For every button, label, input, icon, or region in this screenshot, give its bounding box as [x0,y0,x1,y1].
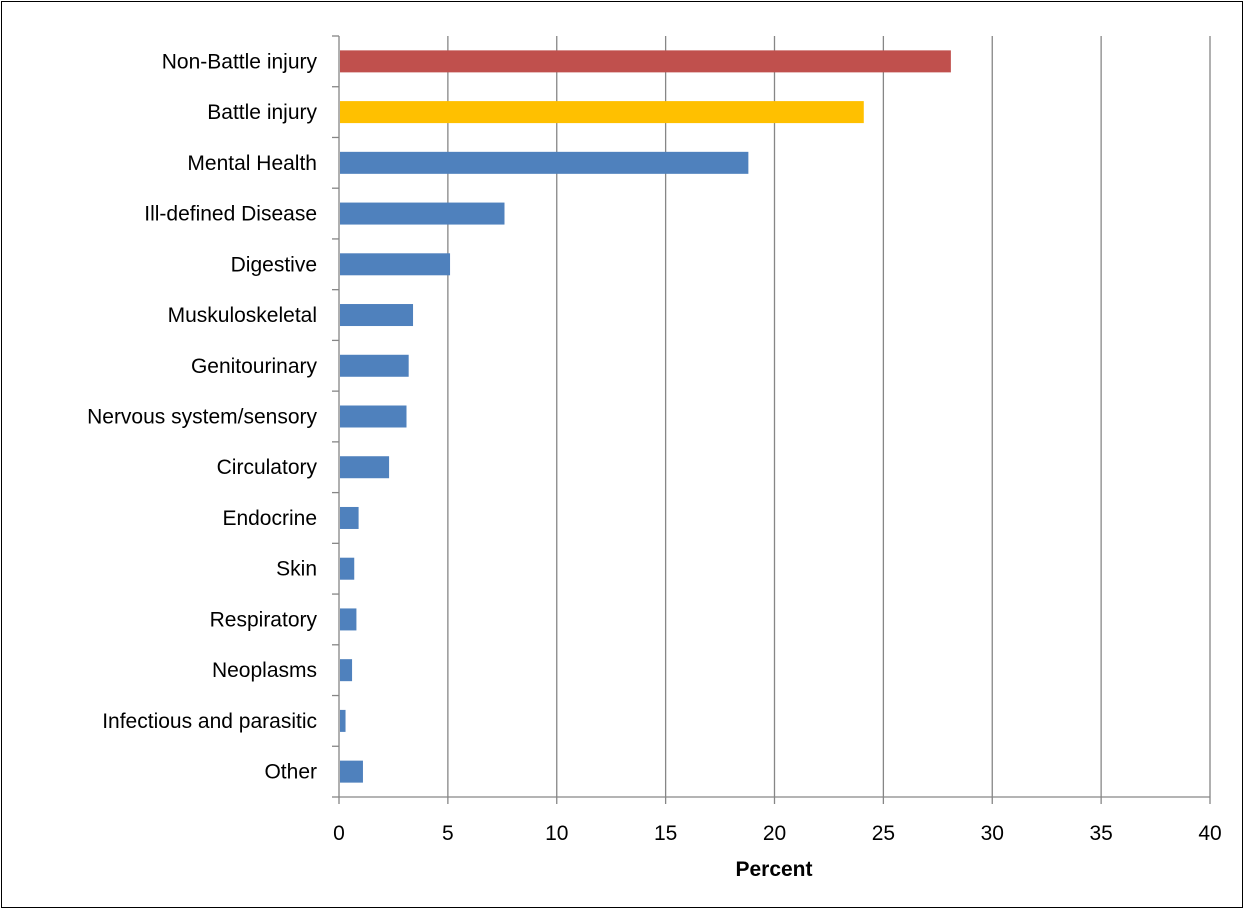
x-tick-label: 40 [1198,822,1221,845]
bar [340,608,357,631]
bar [340,709,346,732]
category-label: Infectious and parasitic [102,710,317,733]
bar [340,557,355,580]
x-tick-label: 5 [442,822,454,845]
category-labels: Non-Battle injury Battle injury Mental Hea… [87,50,317,783]
category-label: Endocrine [222,507,317,530]
category-label: Mental Health [187,152,317,175]
category-label: Muskuloskeletal [168,304,317,327]
category-label: Digestive [231,253,317,276]
category-label: Ill-defined Disease [144,203,317,226]
x-tick-label: 15 [654,822,677,845]
bar [340,659,353,682]
bar [340,253,451,276]
bar [340,50,951,73]
bar [340,456,390,479]
category-label: Non-Battle injury [162,50,318,73]
category-label: Neoplasms [212,659,317,682]
category-label: Other [264,761,317,784]
x-tick-label: 30 [981,822,1004,845]
gridlines [447,36,1211,797]
bar [340,202,505,225]
category-label: Respiratory [210,608,318,631]
category-label: Skin [276,558,317,581]
bar [340,151,749,174]
bar [340,354,409,377]
bar [340,101,864,124]
x-tick-label: 0 [333,822,345,845]
x-tick-label: 20 [763,822,786,845]
bar [340,304,414,327]
bars [340,50,951,783]
x-tick-labels: 0 5 10 15 20 25 30 35 40 [333,822,1222,845]
axes [332,35,1211,804]
category-label: Genitourinary [191,355,318,378]
x-tick-label: 10 [545,822,568,845]
bar [340,760,363,783]
category-label: Nervous system/sensory [87,406,317,429]
x-tick-label: 25 [872,822,895,845]
x-tick-label: 35 [1089,822,1112,845]
category-label: Battle injury [207,101,317,124]
category-label: Circulatory [217,456,318,479]
bar [340,405,407,428]
x-axis-title: Percent [735,858,812,881]
bar [340,506,359,529]
